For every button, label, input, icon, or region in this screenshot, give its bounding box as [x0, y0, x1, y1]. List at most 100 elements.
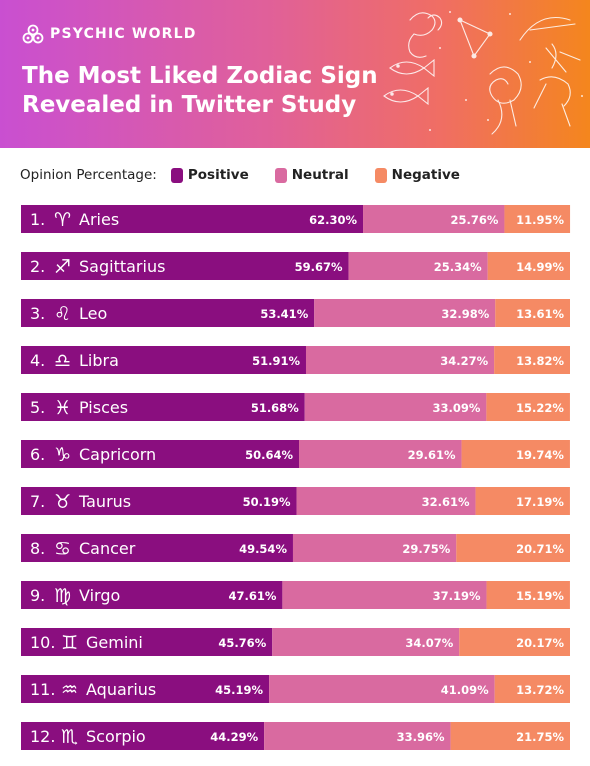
- bar-row: 47.61% 37.19% 15.19% 9. ♍ Virgo: [21, 581, 570, 609]
- bar-segment-negative: [486, 393, 570, 421]
- psychic-world-logo-icon: [22, 24, 44, 44]
- value-label-negative: 13.82%: [516, 354, 564, 368]
- legend-title: Opinion Percentage:: [20, 167, 157, 183]
- bar-segment-negative: [495, 299, 570, 327]
- bar-segment-positive: [21, 675, 270, 703]
- category-rank: 12.: [30, 727, 55, 746]
- bar-row: 45.76% 34.07% 20.17% 10. ♊ Gemini: [21, 628, 570, 656]
- bar-segment-neutral: [314, 299, 496, 327]
- category-label: Sagittarius: [79, 257, 165, 276]
- legend: Opinion Percentage: Positive Neutral Neg…: [20, 165, 486, 185]
- category-rank: 1.: [30, 210, 45, 229]
- category-rank: 7.: [30, 492, 45, 511]
- bar-segment-positive: [21, 393, 305, 421]
- value-label-negative: 15.19%: [516, 589, 564, 603]
- legend-label-negative: Negative: [391, 167, 460, 183]
- category-label: Leo: [79, 304, 107, 323]
- bar-segment-neutral: [305, 346, 495, 374]
- value-label-neutral: 25.34%: [434, 260, 482, 274]
- zodiac-symbol-icon: ♏: [61, 726, 78, 748]
- value-label-positive: 62.30%: [309, 213, 357, 227]
- value-label-negative: 15.22%: [516, 401, 564, 415]
- category-label: Capricorn: [79, 445, 156, 464]
- value-label-positive: 53.41%: [260, 307, 308, 321]
- brand: PSYCHIC WORLD: [22, 24, 197, 44]
- category-label: Aries: [79, 210, 119, 229]
- page-title: The Most Liked Zodiac Sign Revealed in T…: [22, 62, 402, 120]
- bar-segment-positive: [21, 299, 315, 327]
- bar-segment-negative: [504, 205, 571, 233]
- header-banner: PSYCHIC WORLD The Most Liked Zodiac Sign…: [0, 0, 590, 148]
- value-label-negative: 20.17%: [516, 636, 564, 650]
- value-label-neutral: 32.61%: [422, 495, 470, 509]
- bar-segment-negative: [456, 534, 570, 562]
- legend-label-positive: Positive: [187, 167, 249, 183]
- bar-row: 62.30% 25.76% 11.95% 1. ♈ Aries: [21, 205, 571, 233]
- value-label-positive: 59.67%: [295, 260, 343, 274]
- value-label-neutral: 34.07%: [405, 636, 453, 650]
- zodiac-symbol-icon: ♍: [54, 585, 71, 607]
- value-label-positive: 50.64%: [245, 448, 293, 462]
- bar-segment-positive: [21, 628, 273, 656]
- bar-segment-negative: [450, 722, 570, 750]
- legend-item-neutral: Neutral: [274, 167, 349, 183]
- bar-row: 44.29% 33.96% 21.75% 12. ♏ Scorpio: [21, 722, 570, 750]
- legend-item-positive: Positive: [170, 167, 249, 183]
- zodiac-symbol-icon: ♈: [54, 209, 71, 231]
- value-label-neutral: 34.27%: [440, 354, 488, 368]
- category-label: Taurus: [78, 492, 131, 511]
- zodiac-symbol-icon: ♌: [54, 303, 71, 325]
- bar-segment-negative: [487, 252, 570, 280]
- value-label-positive: 45.19%: [215, 683, 263, 697]
- category-rank: 8.: [30, 539, 45, 558]
- value-label-negative: 13.61%: [516, 307, 564, 321]
- value-label-negative: 11.95%: [516, 213, 564, 227]
- bar-segment-neutral: [272, 628, 460, 656]
- legend-swatch-neutral: [274, 167, 287, 183]
- bar-segment-negative: [475, 487, 570, 515]
- legend-swatch-positive: [170, 167, 183, 183]
- zodiac-constellation-illustration: [383, 11, 583, 135]
- legend-swatch-negative: [374, 167, 387, 183]
- bar-row: 51.68% 33.09% 15.22% 5. ♓ Pisces: [21, 393, 570, 421]
- bar-segment-neutral: [299, 440, 462, 468]
- bar-segment-negative: [461, 440, 570, 468]
- zodiac-symbol-icon: ♎: [54, 350, 71, 372]
- category-label: Pisces: [79, 398, 128, 417]
- value-label-neutral: 33.96%: [397, 730, 445, 744]
- zodiac-symbol-icon: ♋: [54, 538, 71, 560]
- bar-segment-negative: [486, 581, 570, 609]
- value-label-positive: 50.19%: [243, 495, 291, 509]
- value-label-positive: 49.54%: [239, 542, 287, 556]
- category-rank: 6.: [30, 445, 45, 464]
- bar-segment-neutral: [348, 252, 488, 280]
- bar-segment-neutral: [304, 393, 487, 421]
- value-label-negative: 20.71%: [516, 542, 564, 556]
- bar-segment-negative: [459, 628, 570, 656]
- category-label: Scorpio: [86, 727, 146, 746]
- value-label-neutral: 29.75%: [402, 542, 450, 556]
- bar-segment-positive: [21, 722, 265, 750]
- bar-row: 53.41% 32.98% 13.61% 3. ♌ Leo: [21, 299, 570, 327]
- value-label-neutral: 32.98%: [441, 307, 489, 321]
- bar-row: 50.64% 29.61% 19.74% 6. ♑ Capricorn: [21, 440, 570, 468]
- legend-item-negative: Negative: [374, 167, 460, 183]
- bar-segment-positive: [21, 252, 349, 280]
- category-rank: 5.: [30, 398, 45, 417]
- title-line-1: The Most Liked Zodiac Sign: [22, 63, 378, 89]
- value-label-neutral: 25.76%: [451, 213, 499, 227]
- bar-segment-neutral: [269, 675, 495, 703]
- value-label-positive: 44.29%: [210, 730, 258, 744]
- value-label-neutral: 37.19%: [433, 589, 481, 603]
- bar-segment-positive: [21, 487, 297, 515]
- value-label-positive: 51.68%: [251, 401, 299, 415]
- zodiac-symbol-icon: ♐: [54, 256, 71, 278]
- bar-row: 50.19% 32.61% 17.19% 7. ♉ Taurus: [21, 487, 570, 515]
- title-line-2: Revealed in Twitter Study: [22, 92, 357, 118]
- category-label: Cancer: [79, 539, 136, 558]
- value-label-positive: 45.76%: [218, 636, 266, 650]
- value-label-negative: 13.72%: [516, 683, 564, 697]
- zodiac-symbol-icon: ♓: [54, 397, 71, 419]
- category-rank: 9.: [30, 586, 45, 605]
- bar-segment-neutral: [282, 581, 487, 609]
